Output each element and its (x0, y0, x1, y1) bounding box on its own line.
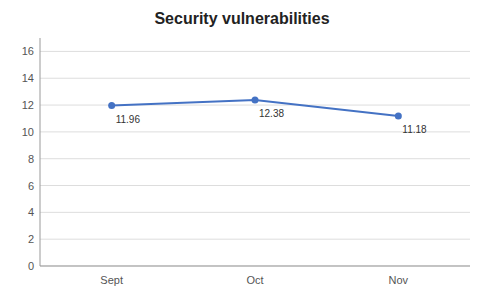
marker (252, 96, 259, 103)
series (108, 96, 402, 119)
grid-line (40, 239, 470, 240)
x-axis-line (40, 266, 470, 267)
chart-container: Security vulnerabilities 0 2 4 6 8 10 12 14 16 Sep… (0, 0, 484, 296)
grid-line (40, 266, 470, 267)
title: Security vulnerabilities (154, 10, 329, 27)
x-tick-label: Sept (100, 274, 123, 286)
marker (395, 113, 402, 120)
y-tick-label: 12 (22, 99, 34, 111)
x-tick-label: Oct (246, 274, 263, 286)
grid-line (40, 185, 470, 186)
y-tick-label: 0 (28, 260, 34, 272)
y-tick-label: 14 (22, 72, 34, 84)
grid-line (40, 212, 470, 213)
grid-line (40, 51, 470, 52)
grid-line (40, 105, 470, 106)
grid-line (40, 78, 470, 79)
data-label: 11.96 (116, 114, 141, 125)
data-label: 12.38 (259, 108, 284, 119)
grid (40, 51, 470, 266)
y-tick-label: 8 (28, 153, 34, 165)
y-tick-label: 4 (28, 206, 34, 218)
y-axis-line (40, 38, 41, 266)
y-tick-label: 16 (22, 45, 34, 57)
x-tick-label: Nov (389, 274, 409, 286)
chart-svg: Security vulnerabilities 0 2 4 6 8 10 12 14 16 Sep… (0, 0, 484, 296)
y-tick-label: 2 (28, 233, 34, 245)
data-label: 11.18 (402, 124, 427, 135)
grid-line (40, 158, 470, 159)
y-tick-label: 10 (22, 126, 34, 138)
y-tick-label: 6 (28, 180, 34, 192)
marker (108, 102, 115, 109)
